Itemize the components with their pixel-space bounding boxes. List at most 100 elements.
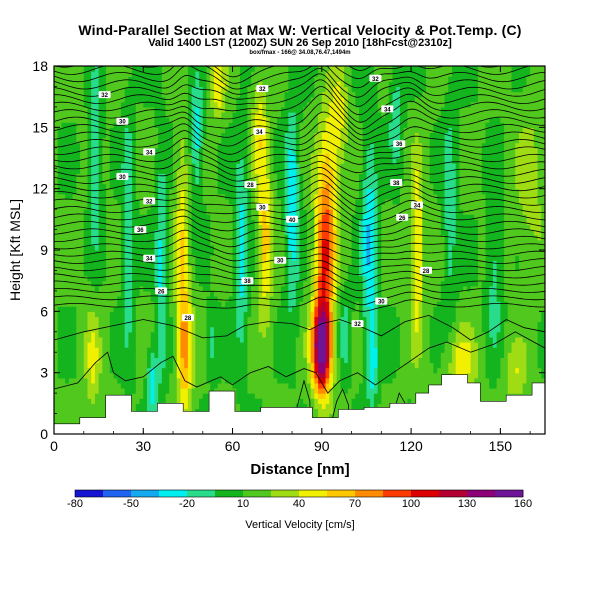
velocity-cell (150, 372, 156, 379)
velocity-cell (280, 142, 286, 149)
velocity-cell (83, 362, 89, 369)
velocity-cell (106, 342, 111, 348)
velocity-cell (191, 198, 196, 205)
velocity-cell (295, 142, 301, 149)
velocity-cell (146, 112, 152, 118)
velocity-cell (113, 86, 118, 93)
velocity-cell (236, 168, 241, 174)
velocity-cell (76, 301, 81, 307)
velocity-cell (54, 398, 59, 404)
velocity-cell (187, 244, 193, 251)
velocity-cell (284, 382, 289, 389)
velocity-cell (251, 122, 256, 128)
velocity-cell (154, 296, 159, 302)
velocity-cell (80, 347, 85, 353)
velocity-cell (262, 331, 267, 338)
velocity-cell (232, 367, 237, 374)
velocity-cell (65, 250, 70, 256)
velocity-cell (169, 193, 174, 200)
velocity-cell (113, 316, 118, 323)
velocity-cell (306, 81, 312, 88)
velocity-cell (68, 117, 74, 123)
velocity-cell (292, 244, 297, 251)
velocity-cell (83, 76, 89, 82)
velocity-cell (228, 290, 234, 297)
velocity-cell (247, 117, 252, 123)
velocity-cell (221, 326, 226, 333)
velocity-cell (225, 382, 230, 389)
velocity-cell (57, 163, 63, 169)
velocity-cell (254, 398, 260, 404)
velocity-cell (195, 362, 200, 369)
velocity-cell (251, 382, 256, 389)
velocity-cell (228, 137, 234, 144)
velocity-cell (161, 321, 167, 328)
velocity-cell (292, 347, 297, 353)
velocity-cell (57, 173, 63, 180)
velocity-cell (143, 117, 148, 123)
velocity-cell (277, 122, 282, 128)
velocity-cell (206, 91, 211, 98)
velocity-cell (232, 137, 237, 144)
velocity-cell (109, 311, 115, 318)
velocity-cell (258, 178, 263, 185)
velocity-cell (303, 71, 308, 77)
velocity-cell (266, 66, 271, 72)
velocity-cell (165, 331, 170, 338)
velocity-cell (277, 336, 282, 343)
velocity-cell (128, 96, 133, 103)
velocity-cell (292, 198, 297, 205)
velocity-cell (225, 101, 230, 108)
velocity-cell (150, 362, 156, 369)
velocity-cell (239, 209, 245, 215)
velocity-cell (57, 198, 63, 205)
velocity-cell (61, 413, 66, 420)
velocity-cell (266, 331, 271, 338)
velocity-cell (284, 301, 289, 307)
velocity-cell (254, 296, 260, 302)
velocity-cell (306, 239, 312, 246)
velocity-cell (213, 285, 219, 292)
velocity-cell (251, 367, 256, 374)
velocity-cell (292, 280, 297, 287)
velocity-cell (154, 255, 159, 261)
velocity-cell (132, 250, 137, 256)
velocity-cell (277, 178, 282, 185)
velocity-cell (199, 306, 204, 312)
velocity-cell (280, 137, 286, 144)
velocity-cell (98, 306, 103, 312)
velocity-cell (202, 66, 208, 72)
velocity-cell (280, 321, 286, 328)
velocity-cell (299, 296, 304, 302)
velocity-cell (113, 81, 118, 88)
velocity-cell (258, 285, 263, 292)
velocity-cell (295, 306, 301, 312)
velocity-cell (299, 270, 304, 277)
velocity-cell (161, 224, 167, 231)
velocity-cell (113, 204, 118, 210)
velocity-cell (210, 137, 215, 144)
velocity-cell (72, 81, 77, 88)
velocity-cell (161, 301, 167, 307)
velocity-cell (228, 76, 234, 82)
velocity-cell (65, 158, 70, 164)
velocity-cell (306, 275, 312, 282)
velocity-cell (251, 168, 256, 174)
velocity-cell (169, 142, 174, 149)
velocity-cell (277, 398, 282, 404)
velocity-cell (225, 377, 230, 384)
velocity-cell (94, 270, 100, 277)
velocity-cell (117, 106, 122, 113)
velocity-cell (187, 265, 193, 272)
velocity-cell (109, 377, 115, 384)
velocity-cell (124, 147, 129, 154)
velocity-cell (68, 403, 74, 410)
velocity-cell (165, 239, 170, 246)
velocity-cell (117, 290, 122, 297)
velocity-cell (262, 352, 267, 358)
velocity-cell (295, 91, 301, 98)
velocity-cell (292, 362, 297, 369)
velocity-cell (54, 296, 59, 302)
velocity-cell (269, 239, 275, 246)
velocity-cell (65, 280, 70, 287)
